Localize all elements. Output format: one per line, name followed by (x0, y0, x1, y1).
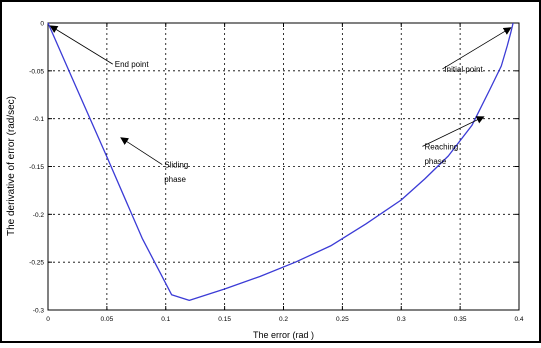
x-tick-label: 0.2 (279, 316, 288, 323)
x-tick-label: 0.35 (454, 316, 467, 323)
annotation-arrow (442, 27, 512, 70)
annotation-label-line2: phase (164, 175, 186, 184)
annotation-arrow (422, 116, 485, 147)
x-tick-label: 0.05 (101, 316, 114, 323)
annotation-arrow (120, 137, 163, 165)
annotation-label: Reaching (424, 142, 458, 151)
y-tick-label: -0.2 (33, 212, 45, 219)
x-tick-label: 0.25 (336, 316, 349, 323)
annotation-label-line2: phase (424, 157, 446, 166)
y-tick-label: -0.25 (29, 260, 44, 267)
y-axis-label: The derivative of error (rad/sec) (6, 96, 17, 236)
y-tick-label: -0.05 (29, 68, 44, 75)
y-tick-label: 0 (40, 21, 44, 28)
annotation-label: Sliding (164, 161, 188, 170)
series-group (47, 22, 514, 302)
series-line (47, 22, 514, 302)
annotation-label: End point (115, 60, 150, 69)
x-tick-label: 0.3 (397, 316, 406, 323)
y-tick-label: -0.15 (29, 164, 44, 171)
x-tick-label: 0.4 (514, 316, 523, 323)
annotations-group: End point Sliding phase Initial point Reachi… (49, 25, 512, 184)
x-tick-label: 0 (46, 316, 50, 323)
grid-lines (48, 23, 519, 310)
y-tick-label: -0.1 (33, 116, 45, 123)
x-axis-label: The error (rad ) (253, 330, 314, 340)
annotation-arrow (49, 25, 113, 65)
x-tick-label: 0.1 (161, 316, 170, 323)
y-tick-label: -0.3 (33, 308, 45, 315)
axis-ticks: 0 0.05 0.1 0.15 0.2 0.25 0.3 0.35 0.4 0 -0.05 -0.1 -… (29, 21, 524, 324)
annotation-label: Initial point (444, 65, 483, 74)
x-tick-label: 0.15 (218, 316, 231, 323)
